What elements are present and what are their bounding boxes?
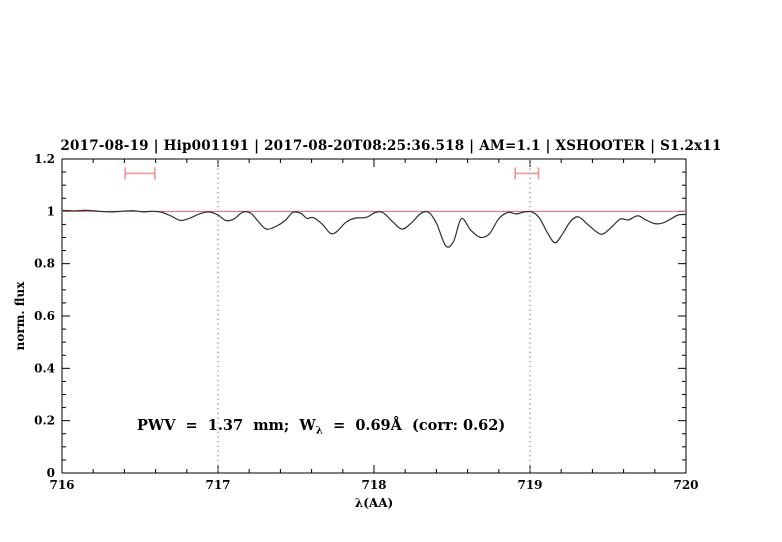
pwv-annotation-suffix: = 0.69Å (corr: 0.62) (323, 416, 505, 434)
y-tick-label: 0.4 (34, 361, 55, 375)
x-axis-label: λ(AA) (355, 496, 393, 510)
spectrum-curve (61, 209, 687, 248)
x-tick-label: 718 (361, 478, 386, 492)
y-tick-label: 0.6 (34, 309, 55, 323)
y-tick-label: 1.2 (34, 152, 55, 166)
axes-layer: 716 717 718 719 720 0 0.2 0.4 0.6 0.8 1 1.2 (34, 152, 698, 492)
pwv-annotation: PWV = 1.37 mm; Wλ = 0.69Å (corr: 0.62) (137, 416, 505, 437)
pwv-annotation-prefix: PWV = 1.37 mm; W (137, 417, 316, 434)
plot-title: 2017-08-19 | Hip001191 | 2017-08-20T08:2… (60, 138, 721, 154)
x-tick-label: 716 (49, 478, 74, 492)
x-tick-label: 720 (673, 478, 698, 492)
pwv-annotation-lambda-subscript: λ (316, 425, 323, 437)
range-marker (124, 167, 156, 180)
x-tick-label: 717 (205, 478, 230, 492)
plot-content-layer (61, 159, 687, 473)
y-tick-label: 0.2 (34, 414, 55, 428)
y-tick-label: 0.8 (34, 257, 55, 271)
y-axis-label: norm. flux (13, 281, 27, 351)
y-tick-label: 1 (47, 204, 55, 218)
y-tick-label: 0 (47, 466, 55, 480)
x-tick-label: 719 (517, 478, 542, 492)
range-marker (514, 167, 540, 180)
